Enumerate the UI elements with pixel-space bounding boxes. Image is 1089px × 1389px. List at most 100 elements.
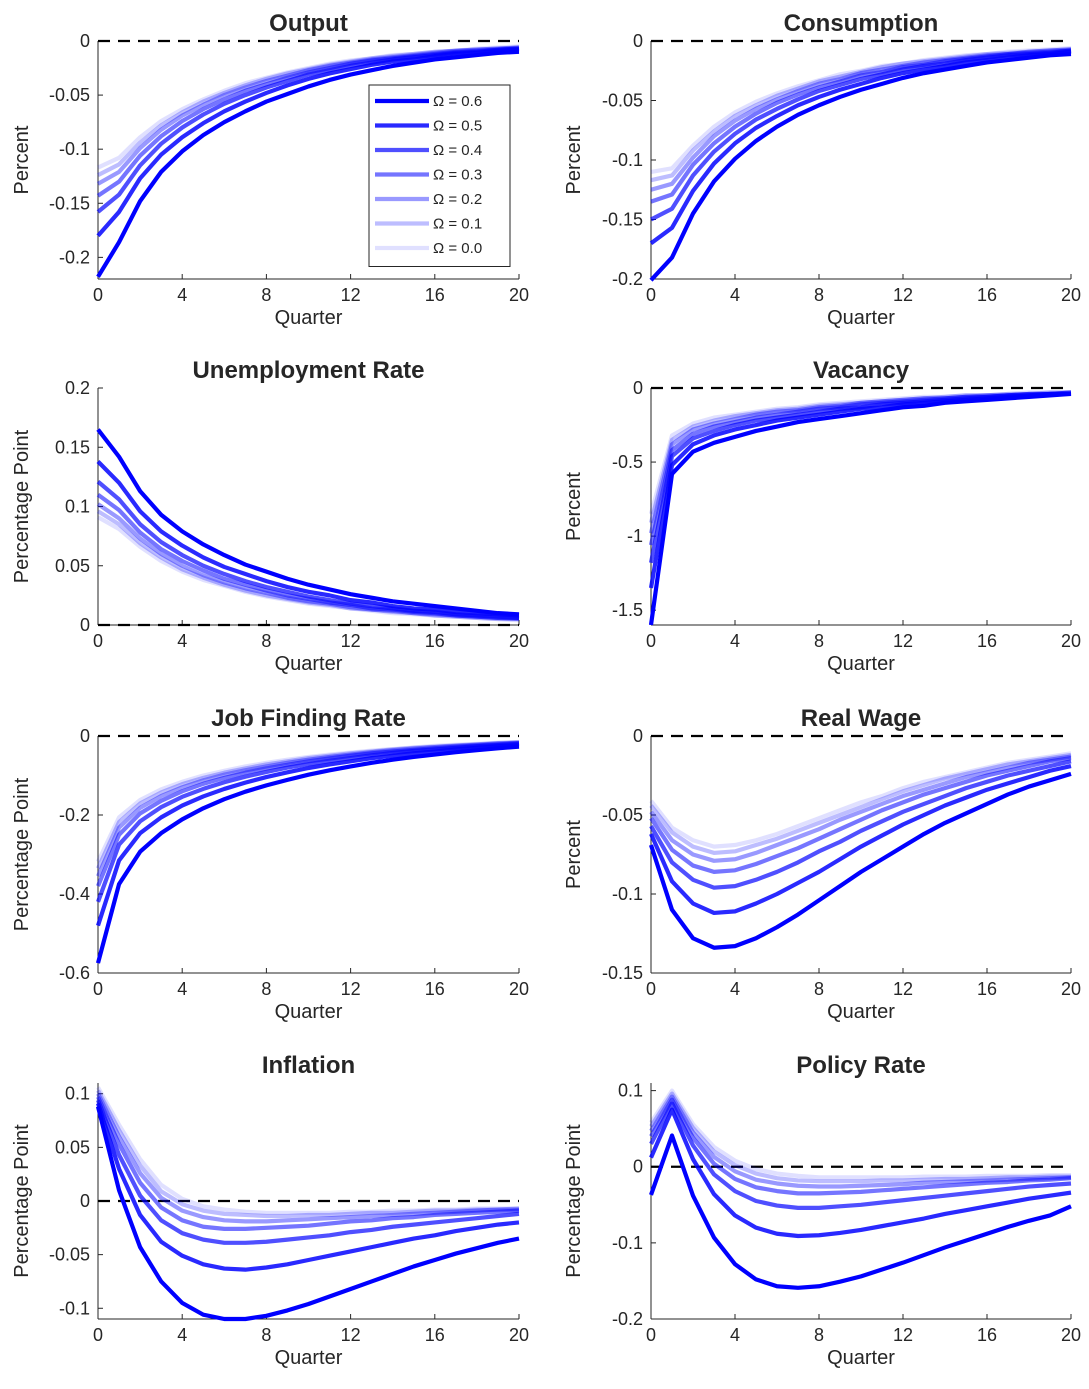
series-line-6	[649, 751, 1072, 849]
series-line-3	[649, 1097, 1072, 1196]
x-axis-label: Quarter	[827, 1347, 895, 1369]
x-tick-label: 8	[261, 1325, 271, 1345]
y-tick-label: -0.2	[612, 269, 643, 289]
series-line-1	[96, 47, 520, 238]
panel-3: 0 4 8 12 16 20 -1.5 -1 -0.5 0 Vacancy Quarter Percen…	[563, 357, 1081, 675]
y-tick-label: -0.4	[59, 884, 90, 904]
series-line-3	[649, 756, 1072, 874]
y-tick-label: -0.1	[612, 150, 643, 170]
series-line-0	[96, 1106, 520, 1322]
x-tick-label: 8	[261, 979, 271, 999]
x-tick-label: 16	[425, 1325, 445, 1345]
legend-entry: Ω = 0.4	[433, 142, 482, 159]
y-tick-label: 0	[80, 31, 90, 51]
series-line-0	[96, 744, 520, 964]
series-line-6	[96, 1086, 519, 1215]
x-tick-label: 16	[977, 1325, 997, 1345]
x-axis-label: Quarter	[827, 653, 895, 675]
y-tick-label: 0	[633, 31, 643, 51]
series-line-6	[650, 46, 1072, 174]
y-tick-label: 0	[80, 726, 90, 746]
legend-entry: Ω = 0.6	[433, 93, 482, 110]
series-line-2	[96, 1099, 520, 1245]
y-tick-label: 0	[633, 378, 643, 398]
panel-title: Job Finding Rate	[211, 705, 406, 732]
series-line-2	[649, 759, 1072, 890]
y-tick-label: -0.1	[59, 139, 90, 159]
y-tick-label: -0.1	[612, 1233, 643, 1253]
x-tick-label: 4	[177, 1325, 187, 1345]
series-line-5	[96, 1089, 520, 1219]
x-tick-label: 8	[261, 631, 271, 651]
series-line-0	[649, 771, 1072, 950]
y-axis-label: Percent	[563, 820, 585, 889]
y-tick-label: -0.2	[612, 1309, 643, 1329]
series-line-0	[96, 49, 520, 278]
y-tick-label: 0.1	[65, 1084, 90, 1104]
x-tick-label: 20	[1061, 285, 1081, 305]
x-tick-label: 8	[261, 285, 271, 305]
panel-title: Vacancy	[813, 357, 910, 384]
panel-title: Output	[269, 10, 348, 37]
panel-title: Inflation	[262, 1052, 355, 1079]
y-tick-label: 0.05	[55, 556, 90, 576]
x-tick-label: 20	[509, 631, 529, 651]
x-axis-label: Quarter	[827, 1001, 895, 1023]
series-line-1	[96, 1102, 520, 1272]
x-tick-label: 20	[509, 1325, 529, 1345]
series-line-0	[649, 51, 1072, 282]
series-line-5	[649, 752, 1072, 856]
x-tick-label: 0	[646, 285, 656, 305]
panel-title: Real Wage	[801, 705, 921, 732]
y-tick-label: -1.5	[612, 600, 643, 620]
y-tick-label: -0.5	[612, 452, 643, 472]
series-line-2	[96, 480, 520, 620]
panel-title: Policy Rate	[796, 1052, 925, 1079]
x-tick-label: 4	[177, 285, 187, 305]
y-tick-label: -1	[627, 526, 643, 546]
y-axis-label: Percent	[11, 125, 33, 194]
y-tick-label: -0.6	[59, 963, 90, 983]
x-tick-label: 12	[341, 979, 361, 999]
x-tick-label: 12	[341, 1325, 361, 1345]
series-line-0	[96, 428, 520, 617]
series-line-1	[96, 459, 520, 618]
y-tick-label: -0.05	[49, 85, 90, 105]
y-axis-label: Percentage Point	[11, 777, 33, 931]
y-tick-label: 0	[633, 1157, 643, 1177]
x-tick-label: 12	[893, 979, 913, 999]
x-axis-label: Quarter	[275, 1347, 343, 1369]
x-tick-label: 20	[1061, 979, 1081, 999]
panel-title: Consumption	[784, 10, 939, 37]
panel-6: 0 4 8 12 16 20 -0.1 -0.05 0 0.05 0.1 Inflation Quart…	[11, 1052, 529, 1369]
panel-title: Unemployment Rate	[192, 357, 424, 384]
y-tick-label: 0.2	[65, 378, 90, 398]
y-axis-label: Percent	[563, 472, 585, 541]
series-line-2	[649, 1101, 1072, 1210]
series-line-1	[649, 49, 1072, 245]
panel-5: 0 4 8 12 16 20 -0.15 -0.1 -0.05 0 Real Wage Quarter…	[563, 705, 1081, 1023]
series-line-4	[96, 1092, 519, 1224]
x-tick-label: 4	[730, 979, 740, 999]
x-tick-label: 20	[1061, 631, 1081, 651]
series-line-4	[649, 1094, 1072, 1189]
series-line-1	[649, 763, 1072, 916]
x-tick-label: 4	[730, 285, 740, 305]
legend: Ω = 0.6 Ω = 0.5 Ω = 0.4 Ω = 0.3 Ω = 0.2 Ω = 0…	[368, 84, 511, 267]
x-tick-label: 16	[977, 285, 997, 305]
y-tick-label: -0.2	[59, 247, 90, 267]
x-tick-label: 16	[977, 979, 997, 999]
y-tick-label: 0.1	[65, 497, 90, 517]
y-tick-label: 0.05	[55, 1137, 90, 1157]
series-line-4	[649, 754, 1072, 863]
legend-entry: Ω = 0.1	[433, 216, 482, 233]
y-tick-label: 0.15	[55, 437, 90, 457]
x-tick-label: 0	[93, 631, 103, 651]
series-line-0	[649, 391, 1072, 626]
panel-1: 0 4 8 12 16 20 -0.2 -0.15 -0.1 -0.05 0 Consumption Q…	[563, 10, 1081, 329]
y-tick-label: 0.1	[618, 1081, 643, 1101]
y-axis-label: Percentage Point	[11, 1124, 33, 1278]
x-tick-label: 4	[177, 979, 187, 999]
series-line-6	[649, 1088, 1071, 1180]
